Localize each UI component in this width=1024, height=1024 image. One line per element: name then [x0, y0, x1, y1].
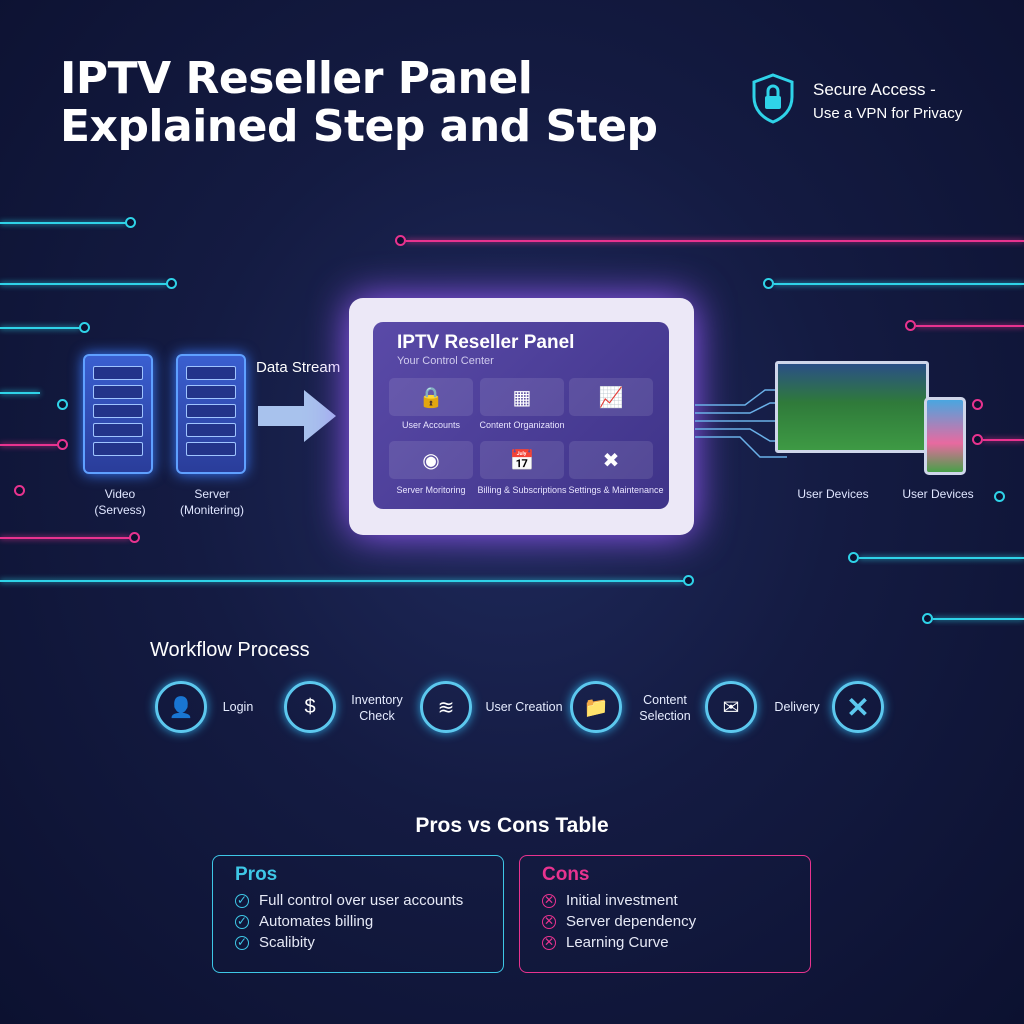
panel-subtitle: Your Control Center — [397, 355, 494, 367]
check-icon: ✓ — [235, 935, 249, 950]
folder-plus-icon: 📁 — [583, 696, 609, 719]
pros-item: ✓ Automates billing — [235, 913, 374, 930]
lock-icon: 🔒 — [418, 386, 444, 409]
tile-billing[interactable]: 📅 — [480, 441, 564, 479]
step-label: Inventory Check — [351, 693, 403, 723]
pros-box: Pros ✓ Full control over user accounts ✓ A… — [212, 855, 504, 973]
secure-access-text: Secure Access - Use a VPN for Privacy — [813, 80, 963, 122]
tile-server-monitoring[interactable]: ◉ — [389, 441, 473, 479]
phone-device-icon — [924, 397, 966, 475]
tile-label: Settings & Maintenance — [568, 485, 664, 495]
video-server-label: Video (Servess) — [94, 487, 146, 517]
step-label: Login — [222, 700, 254, 714]
tile-label: User Accounts — [401, 420, 461, 430]
monitor-icon: ◉ — [422, 449, 440, 472]
step-inventory-check[interactable]: $ — [284, 681, 336, 733]
cons-item: ✕ Learning Curve — [542, 934, 669, 951]
calendar-icon: 📅 — [509, 449, 535, 472]
video-server-icon — [83, 354, 153, 474]
tile-label: Billing & Subscriptions — [477, 485, 567, 495]
monitoring-server-icon — [176, 354, 246, 474]
tile-settings[interactable]: ✖ — [569, 441, 653, 479]
step-label: User Creation — [485, 700, 563, 714]
x-circle-icon: ✕ — [542, 914, 556, 929]
cons-title: Cons — [542, 864, 590, 885]
tile-user-accounts[interactable]: 🔒 — [389, 378, 473, 416]
x-circle-icon: ✕ — [542, 893, 556, 908]
user-key-icon: 👤 — [168, 696, 194, 719]
step-label: Delivery — [774, 700, 820, 714]
check-icon: ✓ — [235, 914, 249, 929]
page-title: IPTV Reseller Panel Explained Step and St… — [60, 53, 658, 152]
x-circle-icon: ✕ — [542, 935, 556, 950]
step-login[interactable]: 👤 — [155, 681, 207, 733]
x-icon: ✕ — [846, 691, 870, 723]
chart-icon: 📈 — [598, 386, 624, 409]
tile-analytics[interactable]: 📈 — [569, 378, 653, 416]
tile-label: Server Moritoring — [396, 485, 466, 495]
device-label: User Devices — [797, 487, 869, 501]
pros-item: ✓ Scalibity — [235, 934, 315, 951]
step-user-creation[interactable]: ≋ — [420, 681, 472, 733]
pros-title: Pros — [235, 864, 278, 885]
table-title: Pros vs Cons Table — [415, 814, 609, 837]
tv-device-icon — [775, 361, 929, 453]
step-close[interactable]: ✕ — [832, 681, 884, 733]
tile-content-organization[interactable]: ▦ — [480, 378, 564, 416]
device-label: User Devices — [902, 487, 974, 501]
workflow-title: Workflow Process — [150, 639, 310, 661]
grid-icon: ▦ — [512, 386, 532, 409]
tools-icon: ✖ — [602, 449, 620, 472]
cons-item: ✕ Initial investment — [542, 892, 678, 909]
arrow-right-icon — [258, 388, 338, 449]
cons-item: ✕ Server dependency — [542, 913, 697, 930]
tile-label: Content Organization — [479, 420, 565, 430]
data-stream-label: Data Stream — [256, 359, 341, 376]
envelope-icon: ✉ — [722, 696, 740, 719]
step-content-selection[interactable]: 📁 — [570, 681, 622, 733]
pros-item: ✓ Full control over user accounts — [235, 892, 464, 909]
reseller-panel — [373, 322, 669, 509]
panel-title: IPTV Reseller Panel — [397, 332, 575, 353]
dollar-icon: $ — [304, 695, 316, 718]
monitoring-server-label: Server (Monitering) — [179, 487, 245, 517]
step-label: Content Selection — [639, 693, 691, 723]
coins-icon: ≋ — [437, 696, 455, 719]
shield-lock-icon — [750, 72, 796, 129]
check-icon: ✓ — [235, 893, 249, 908]
step-delivery[interactable]: ✉ — [705, 681, 757, 733]
cons-box: Cons ✕ Initial investment ✕ Server depende… — [519, 855, 811, 973]
